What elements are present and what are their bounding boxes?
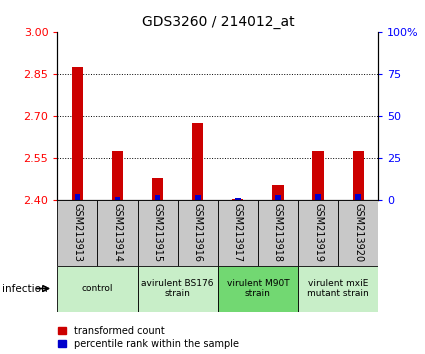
Bar	[298, 200, 338, 266]
Text: GSM213913: GSM213913	[72, 203, 82, 262]
Bar	[138, 200, 178, 266]
Text: avirulent BS176
strain: avirulent BS176 strain	[142, 279, 214, 298]
Bar	[232, 199, 244, 200]
Bar	[97, 200, 138, 266]
Bar	[192, 123, 204, 200]
Bar	[272, 184, 283, 200]
Text: GSM213918: GSM213918	[273, 203, 283, 262]
Text: GSM213920: GSM213920	[353, 203, 363, 262]
Text: virulent M90T
strain: virulent M90T strain	[227, 279, 289, 298]
Bar	[152, 178, 163, 200]
Bar	[258, 200, 298, 266]
Bar	[218, 200, 258, 266]
Text: GSM213916: GSM213916	[193, 203, 203, 262]
Bar	[112, 151, 123, 200]
Bar	[353, 151, 364, 200]
Bar	[312, 151, 324, 200]
Bar	[138, 266, 218, 312]
Bar	[275, 195, 281, 200]
Bar	[338, 200, 378, 266]
Bar	[235, 198, 241, 200]
Text: control: control	[82, 284, 113, 293]
Bar	[115, 197, 120, 200]
Bar	[355, 194, 361, 200]
Bar	[72, 67, 83, 200]
Bar	[178, 200, 218, 266]
Bar	[218, 266, 298, 312]
Bar	[57, 266, 138, 312]
Text: GSM213919: GSM213919	[313, 203, 323, 262]
Text: GSM213917: GSM213917	[233, 203, 243, 262]
Bar	[75, 194, 80, 200]
Bar	[315, 194, 321, 200]
Text: GSM213914: GSM213914	[113, 203, 122, 262]
Text: virulent mxiE
mutant strain: virulent mxiE mutant strain	[307, 279, 369, 298]
Title: GDS3260 / 214012_at: GDS3260 / 214012_at	[142, 16, 294, 29]
Text: infection: infection	[2, 284, 48, 293]
Bar	[195, 195, 201, 200]
Bar	[57, 200, 97, 266]
Bar	[155, 195, 161, 200]
Text: GSM213915: GSM213915	[153, 203, 163, 262]
Bar	[298, 266, 378, 312]
Legend: transformed count, percentile rank within the sample: transformed count, percentile rank withi…	[58, 326, 238, 349]
